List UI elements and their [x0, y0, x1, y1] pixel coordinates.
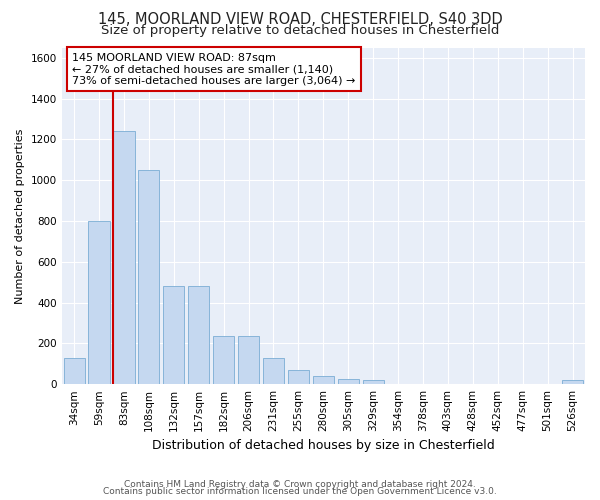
Bar — [64, 358, 85, 384]
X-axis label: Distribution of detached houses by size in Chesterfield: Distribution of detached houses by size … — [152, 440, 495, 452]
Bar — [163, 286, 184, 384]
Bar — [88, 221, 110, 384]
Text: 145 MOORLAND VIEW ROAD: 87sqm
← 27% of detached houses are smaller (1,140)
73% o: 145 MOORLAND VIEW ROAD: 87sqm ← 27% of d… — [72, 52, 356, 86]
Text: Contains public sector information licensed under the Open Government Licence v3: Contains public sector information licen… — [103, 487, 497, 496]
Bar — [113, 131, 134, 384]
Bar — [338, 379, 359, 384]
Y-axis label: Number of detached properties: Number of detached properties — [15, 128, 25, 304]
Bar — [263, 358, 284, 384]
Bar — [288, 370, 309, 384]
Text: Contains HM Land Registry data © Crown copyright and database right 2024.: Contains HM Land Registry data © Crown c… — [124, 480, 476, 489]
Bar — [238, 336, 259, 384]
Bar — [138, 170, 160, 384]
Bar — [562, 380, 583, 384]
Bar — [188, 286, 209, 384]
Bar — [213, 336, 234, 384]
Bar — [362, 380, 384, 384]
Bar — [313, 376, 334, 384]
Text: Size of property relative to detached houses in Chesterfield: Size of property relative to detached ho… — [101, 24, 499, 37]
Text: 145, MOORLAND VIEW ROAD, CHESTERFIELD, S40 3DD: 145, MOORLAND VIEW ROAD, CHESTERFIELD, S… — [98, 12, 502, 28]
